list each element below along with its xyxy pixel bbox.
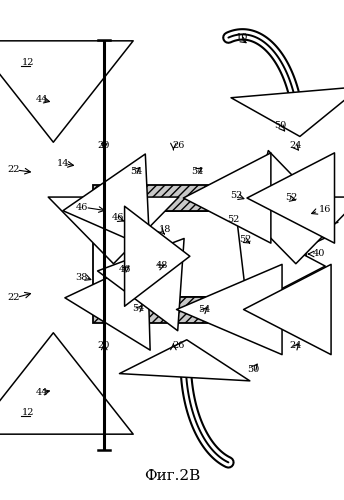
Text: 46: 46 xyxy=(76,203,88,212)
Text: 50: 50 xyxy=(247,364,259,374)
Text: 20: 20 xyxy=(97,342,109,350)
Text: 50: 50 xyxy=(275,122,287,130)
Bar xyxy=(93,211,306,296)
Text: 52: 52 xyxy=(227,216,239,224)
Text: Фиг.2В: Фиг.2В xyxy=(144,469,200,483)
Text: 52: 52 xyxy=(239,236,251,244)
Text: 46: 46 xyxy=(119,264,131,274)
Text: 22: 22 xyxy=(8,166,20,174)
Text: 16: 16 xyxy=(319,204,332,214)
Text: 26: 26 xyxy=(172,142,184,150)
Text: 52: 52 xyxy=(230,192,243,200)
Text: 20: 20 xyxy=(97,142,109,150)
Bar xyxy=(93,185,306,211)
Text: 24: 24 xyxy=(289,342,301,350)
Text: 52: 52 xyxy=(285,193,297,202)
Text: 44: 44 xyxy=(36,96,49,104)
Text: 22: 22 xyxy=(8,293,20,302)
Text: 38: 38 xyxy=(76,273,88,282)
Text: 24: 24 xyxy=(289,142,301,150)
Text: 54: 54 xyxy=(191,166,203,175)
Text: 54: 54 xyxy=(198,304,210,314)
Text: 18: 18 xyxy=(159,226,171,234)
Text: 48: 48 xyxy=(155,262,168,270)
Text: 54: 54 xyxy=(130,167,142,176)
Text: 40: 40 xyxy=(312,250,325,258)
Text: 26: 26 xyxy=(172,342,184,350)
Text: 14: 14 xyxy=(57,160,69,168)
Text: 54: 54 xyxy=(132,304,145,313)
Text: 10: 10 xyxy=(236,33,248,42)
Text: 44: 44 xyxy=(36,388,49,397)
Text: 12: 12 xyxy=(21,58,34,67)
Text: 12: 12 xyxy=(21,408,34,417)
Bar xyxy=(93,296,306,322)
Text: 46: 46 xyxy=(112,212,124,222)
